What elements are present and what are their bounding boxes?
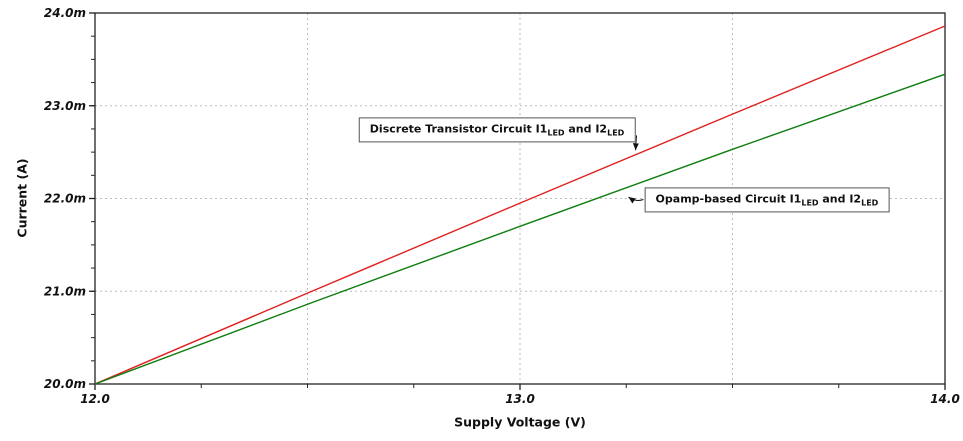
y-tick-label: 24.0m — [44, 6, 86, 20]
y-tick-label: 22.0m — [44, 192, 86, 206]
annotation-subscript: LED — [801, 198, 819, 208]
y-tick-label: 23.0m — [44, 99, 86, 113]
annotation-subscript: LED — [607, 128, 625, 138]
annotation-arrow — [628, 196, 644, 204]
annotation-subscript: LED — [547, 128, 565, 138]
x-tick-label: 14.0 — [930, 392, 960, 406]
annotation-arrow — [632, 135, 639, 151]
x-tick-label: 12.0 — [80, 392, 110, 406]
x-axis-title: Supply Voltage (V) — [454, 414, 586, 430]
opamp-based-circuit-line — [94, 73, 946, 385]
annotation-opamp-based-circuit: Opamp-based Circuit I1LED and I2LED — [644, 186, 890, 213]
annotation-subscript: LED — [861, 198, 879, 208]
y-axis-title: Current (A) — [14, 158, 30, 238]
annotation-discrete-transistor-circuit: Discrete Transistor Circuit I1LED and I2… — [358, 117, 636, 143]
discrete-transistor-circuit-line — [94, 25, 946, 385]
y-tick-label: 21.0m — [44, 284, 86, 298]
x-tick-label: 13.0 — [505, 392, 535, 406]
y-tick-label: 20.0m — [44, 377, 86, 391]
